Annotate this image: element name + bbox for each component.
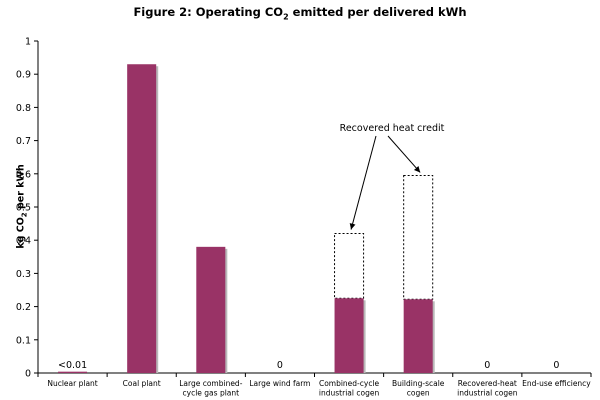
x-tick-label: End-use efficiency [522,379,591,388]
bar [196,246,226,373]
y-tick-label: 0.9 [16,70,31,81]
x-tick-label: Combined-cycle [319,379,380,388]
data-label: 0 [484,360,490,371]
annotation-arrow [349,135,377,230]
x-tick-label: Coal plant [123,379,161,388]
bar [334,298,364,373]
x-tick-label: industrial cogen [457,389,518,398]
heat-credit-outline [403,174,434,300]
annotation-arrow [387,135,421,173]
y-tick-label: 1 [25,37,31,48]
bar [127,64,157,374]
x-tick-label: Large wind farm [249,379,310,388]
y-tick-label: 0.1 [16,335,31,346]
y-tick-label: 0.4 [16,236,31,247]
x-tick-label: cycle gas plant [183,389,240,398]
heat-credit-outline [334,233,365,299]
data-label: <0.01 [58,360,87,371]
x-tick-label: Building-scale [392,379,445,388]
annotation-label: Recovered heat credit [340,123,445,134]
data-label: 0 [277,360,283,371]
y-tick-label: 0 [25,369,31,380]
y-tick-label: 0.5 [16,203,31,214]
y-tick-label: 0.7 [16,136,31,147]
x-tick-label: Nuclear plant [47,379,97,388]
y-tick-label: 0.6 [16,169,31,180]
chart-title: Figure 2: Operating CO2 emitted per deli… [133,5,467,22]
y-tick-label: 0.3 [16,269,31,280]
x-tick-label: cogen [407,389,430,398]
x-tick-label: Recovered-heat [458,379,517,388]
y-tick-label: 0.2 [16,302,31,313]
bar [403,299,433,373]
x-tick-label: Large combined- [179,379,242,388]
bar [58,371,88,373]
x-tick-label: industrial cogen [319,389,380,398]
data-label: 0 [553,360,559,371]
y-tick-label: 0.8 [16,103,31,114]
